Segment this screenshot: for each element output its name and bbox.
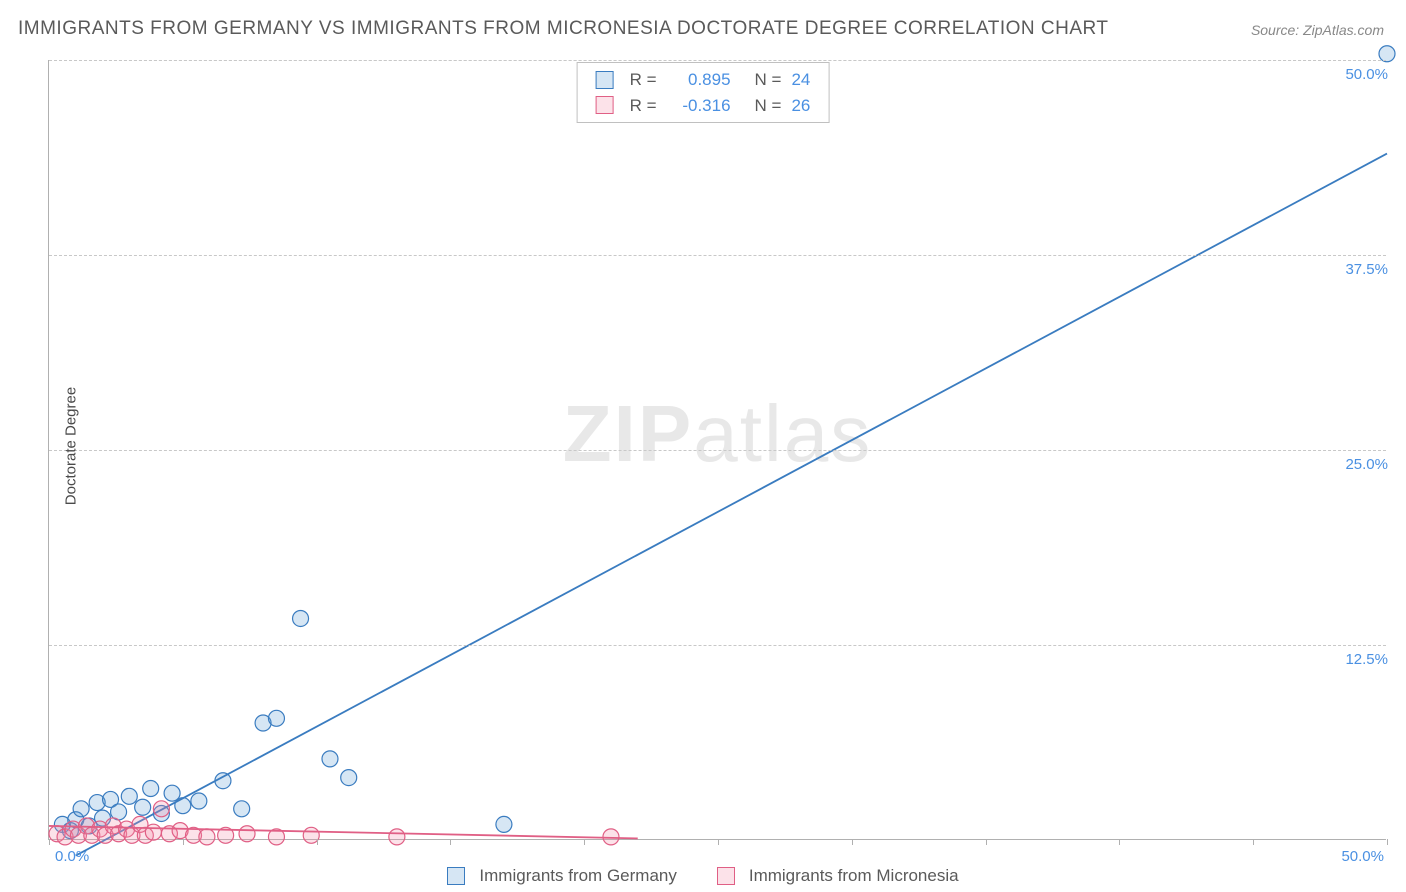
legend-swatch — [596, 71, 614, 89]
source-attribution: Source: ZipAtlas.com — [1251, 22, 1384, 38]
legend-n-label: N = — [755, 93, 782, 119]
data-point — [268, 710, 284, 726]
legend-swatch — [717, 867, 735, 885]
data-point — [496, 816, 512, 832]
regression-line — [76, 154, 1387, 856]
y-tick-label: 12.5% — [1345, 651, 1388, 668]
legend-series-label: Immigrants from Germany — [479, 866, 676, 886]
legend-stats-box: R = 0.895 N = 24 R = -0.316 N = 26 — [577, 62, 830, 123]
legend-swatch — [447, 867, 465, 885]
data-point — [135, 799, 151, 815]
data-point — [239, 826, 255, 842]
y-axis-label: Doctorate Degree — [63, 387, 80, 505]
grid-line — [49, 255, 1386, 256]
chart-title: IMMIGRANTS FROM GERMANY VS IMMIGRANTS FR… — [18, 18, 1108, 40]
data-point — [175, 798, 191, 814]
legend-series-label: Immigrants from Micronesia — [749, 866, 959, 886]
y-tick-label: 25.0% — [1345, 456, 1388, 473]
x-tick — [852, 839, 853, 845]
legend-series-item: Immigrants from Germany — [447, 866, 676, 886]
legend-n-value: 26 — [791, 93, 810, 119]
legend-r-label: R = — [630, 93, 657, 119]
y-tick-label: 37.5% — [1345, 261, 1388, 278]
data-point — [145, 824, 161, 840]
data-point — [153, 801, 169, 817]
plot-area: ZIPatlas 12.5%25.0%37.5%50.0%0.0%50.0% — [48, 60, 1386, 840]
legend-series: Immigrants from Germany Immigrants from M… — [0, 866, 1406, 886]
data-point — [322, 751, 338, 767]
legend-swatch — [596, 96, 614, 114]
x-tick — [718, 839, 719, 845]
legend-r-value: 0.895 — [667, 67, 731, 93]
data-point — [341, 770, 357, 786]
legend-stats-row: R = -0.316 N = 26 — [596, 93, 811, 119]
x-axis-max-label: 50.0% — [1341, 848, 1384, 865]
data-point — [73, 801, 89, 817]
x-tick — [986, 839, 987, 845]
x-tick — [183, 839, 184, 845]
data-point — [121, 788, 137, 804]
x-axis-min-label: 0.0% — [55, 848, 89, 865]
x-tick — [450, 839, 451, 845]
legend-series-item: Immigrants from Micronesia — [717, 866, 959, 886]
x-tick — [317, 839, 318, 845]
data-point — [143, 781, 159, 797]
legend-r-value: -0.316 — [667, 93, 731, 119]
data-point — [234, 801, 250, 817]
grid-line — [49, 60, 1386, 61]
grid-line — [49, 450, 1386, 451]
x-tick — [584, 839, 585, 845]
x-tick — [1253, 839, 1254, 845]
x-tick — [49, 839, 50, 845]
legend-r-label: R = — [630, 67, 657, 93]
y-tick-label: 50.0% — [1345, 66, 1388, 83]
data-point — [389, 829, 405, 845]
legend-n-value: 24 — [791, 67, 810, 93]
data-point — [191, 793, 207, 809]
data-point — [293, 610, 309, 626]
grid-line — [49, 645, 1386, 646]
x-tick — [1387, 839, 1388, 845]
legend-stats-row: R = 0.895 N = 24 — [596, 67, 811, 93]
data-point — [199, 829, 215, 845]
chart-container: IMMIGRANTS FROM GERMANY VS IMMIGRANTS FR… — [0, 0, 1406, 892]
legend-n-label: N = — [755, 67, 782, 93]
x-tick — [1119, 839, 1120, 845]
